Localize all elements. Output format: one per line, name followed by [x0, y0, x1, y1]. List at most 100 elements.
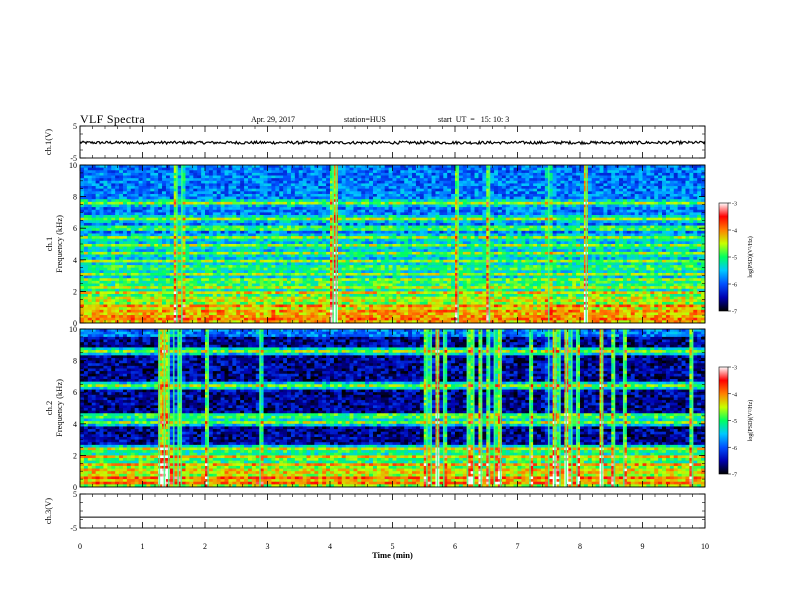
spectrogram-cell — [275, 222, 280, 226]
spectrogram-cell — [251, 244, 257, 247]
spectrogram-cell — [341, 209, 346, 213]
spectrogram-cell — [87, 196, 93, 200]
spectrogram-cell — [544, 220, 550, 224]
spectrogram-cell — [412, 209, 417, 213]
spectrogram-cell — [212, 167, 218, 171]
spectrogram-cell — [611, 172, 616, 176]
spectrogram-cell — [232, 233, 237, 237]
spectrogram-cell — [580, 170, 585, 174]
spectrogram-cell — [165, 193, 171, 197]
spectrogram-cell — [337, 204, 343, 208]
spectrogram-cell — [599, 180, 604, 184]
spectrogram-cell — [681, 207, 686, 211]
spectrogram-cell — [318, 196, 323, 200]
spectrogram-cell — [626, 204, 632, 208]
spectrogram-cell — [201, 191, 206, 195]
spectrogram-cell — [99, 188, 104, 192]
spectrogram-cell — [259, 188, 264, 192]
spectrogram-cell — [482, 170, 487, 174]
spectrogram-cell — [650, 167, 655, 171]
spectrogram-cell — [380, 201, 385, 205]
spectrogram-cell — [486, 236, 491, 240]
spectrogram-cell — [455, 241, 460, 245]
spectrogram-cell — [193, 222, 198, 226]
spectrogram-cell — [537, 175, 542, 179]
spectrogram-cell — [162, 209, 167, 213]
spectrogram-cell — [341, 225, 346, 229]
spectrogram-cell — [642, 204, 647, 208]
spectrogram-cell — [689, 217, 694, 221]
spectrogram-cell — [494, 193, 499, 197]
spectrogram-cell — [185, 201, 190, 205]
spectrogram-cell — [685, 165, 690, 168]
spectrogram-cell — [427, 201, 432, 205]
spectrogram-cell — [357, 183, 362, 187]
spectrogram-cell — [353, 238, 358, 242]
spectrogram-cell — [384, 230, 389, 234]
spectrogram-cell — [404, 207, 409, 211]
spectrogram-cell — [302, 228, 307, 232]
spectrogram-cell — [345, 178, 350, 182]
spectrogram-cell — [638, 178, 643, 182]
spectrogram-cell — [634, 193, 639, 197]
spectrogram-cell — [482, 183, 487, 187]
spectrogram-cell — [548, 217, 553, 221]
spectrogram-cell — [134, 225, 139, 229]
spectrogram-cell — [259, 196, 264, 200]
spectrogram-cell — [435, 241, 440, 245]
spectrogram-cell — [501, 209, 507, 213]
spectrogram-cell — [497, 180, 503, 184]
spectrogram-cell — [302, 172, 307, 176]
spectrogram-cell — [552, 207, 557, 211]
spectrogram-cell — [455, 236, 460, 240]
spectrogram-cell — [677, 233, 682, 237]
spectrogram-cell — [197, 220, 202, 224]
spectrogram-cell — [232, 175, 237, 179]
spectrogram-cell — [224, 201, 229, 205]
spectrogram-cell — [642, 180, 647, 184]
spectrogram-cell — [197, 191, 202, 195]
spectrogram-cell — [322, 178, 327, 182]
spectrogram-cell — [673, 236, 678, 240]
spectrogram-cell — [638, 228, 643, 232]
spectrogram-cell — [251, 183, 257, 187]
spectrogram-cell — [80, 236, 85, 240]
spectrogram-cell — [173, 217, 178, 221]
spectrogram-cell — [603, 220, 608, 224]
spectrogram-cell — [646, 186, 651, 189]
spectrogram-cell — [537, 170, 542, 174]
spectrogram-cell — [197, 209, 202, 213]
spectrogram-cell — [544, 201, 550, 205]
spectrogram-cell — [404, 191, 409, 195]
spectrogram-cell — [251, 225, 257, 229]
spectrogram-cell — [630, 199, 635, 203]
spectrogram-cell — [439, 209, 444, 213]
spectrogram-cell — [576, 186, 581, 189]
spectrogram-cell — [80, 230, 85, 234]
spectrogram-cell — [130, 207, 135, 211]
spectrogram-cell — [552, 230, 557, 234]
spectrogram-cell — [197, 217, 202, 221]
spectrogram-cell — [279, 228, 284, 232]
spectrogram-cell — [525, 186, 530, 189]
spectrogram-cell — [349, 196, 354, 200]
spectrogram-cell — [669, 178, 675, 182]
spectrogram-cell — [580, 241, 585, 245]
spectrogram-cell — [533, 180, 538, 184]
spectrogram-cell — [654, 228, 659, 232]
spectrogram-cell — [689, 220, 694, 224]
spectrogram-cell — [150, 228, 155, 232]
spectrogram-cell — [165, 167, 171, 171]
spectrogram-cell — [95, 222, 100, 226]
spectrogram-cell — [478, 220, 483, 224]
spectrogram-cell — [154, 183, 159, 187]
spectrogram-cell — [134, 191, 139, 195]
spectrogram-cell — [263, 244, 268, 247]
spectrogram-cell — [607, 220, 612, 224]
spectrogram-cell — [279, 236, 284, 240]
spectrogram-cell — [462, 225, 468, 229]
spectrogram-cell — [564, 175, 569, 179]
spectrogram-cell — [521, 220, 526, 224]
spectrogram-cell — [80, 209, 85, 213]
spectrogram-cell — [255, 244, 260, 247]
